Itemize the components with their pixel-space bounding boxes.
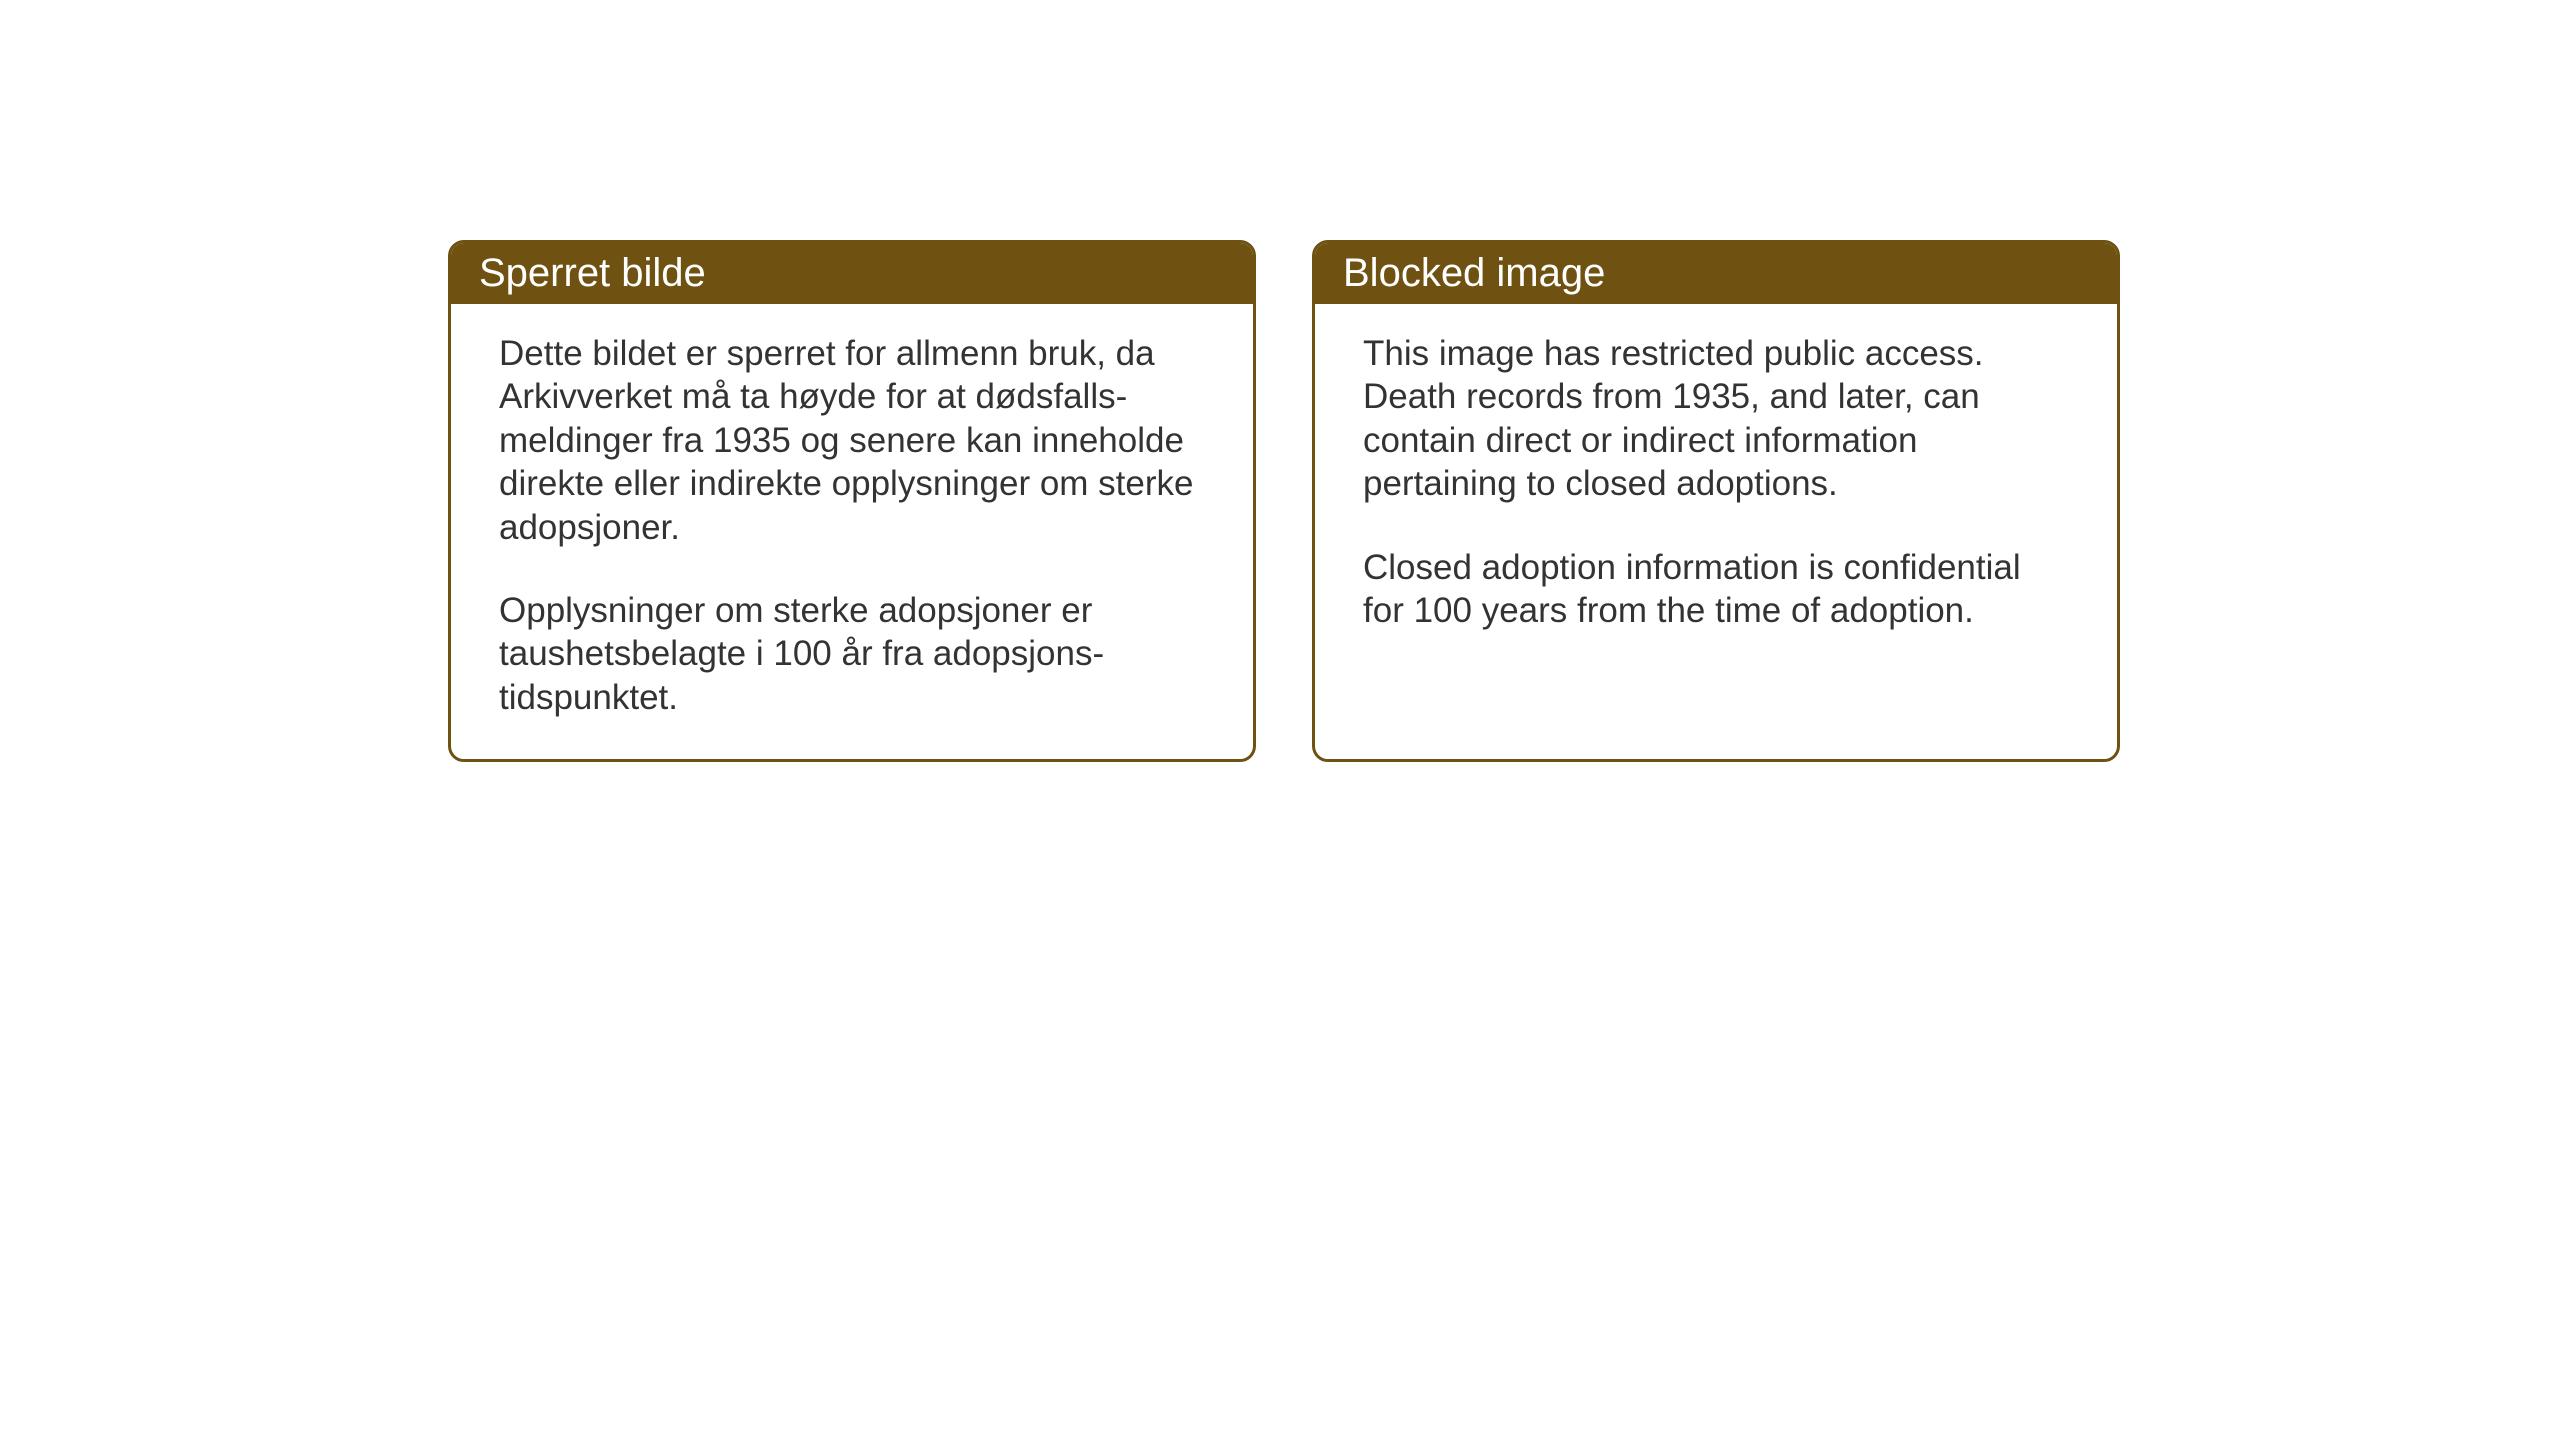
english-paragraph-2: Closed adoption information is confident… <box>1363 546 2069 633</box>
norwegian-paragraph-1: Dette bildet er sperret for allmenn bruk… <box>499 332 1205 549</box>
english-card-title: Blocked image <box>1315 243 2117 304</box>
norwegian-card-body: Dette bildet er sperret for allmenn bruk… <box>451 304 1253 759</box>
english-notice-card: Blocked image This image has restricted … <box>1312 240 2120 762</box>
english-paragraph-1: This image has restricted public access.… <box>1363 332 2069 506</box>
norwegian-notice-card: Sperret bilde Dette bildet er sperret fo… <box>448 240 1256 762</box>
norwegian-paragraph-2: Opplysninger om sterke adopsjoner er tau… <box>499 589 1205 719</box>
english-card-body: This image has restricted public access.… <box>1315 304 2117 672</box>
norwegian-card-title: Sperret bilde <box>451 243 1253 304</box>
notice-container: Sperret bilde Dette bildet er sperret fo… <box>448 240 2120 762</box>
